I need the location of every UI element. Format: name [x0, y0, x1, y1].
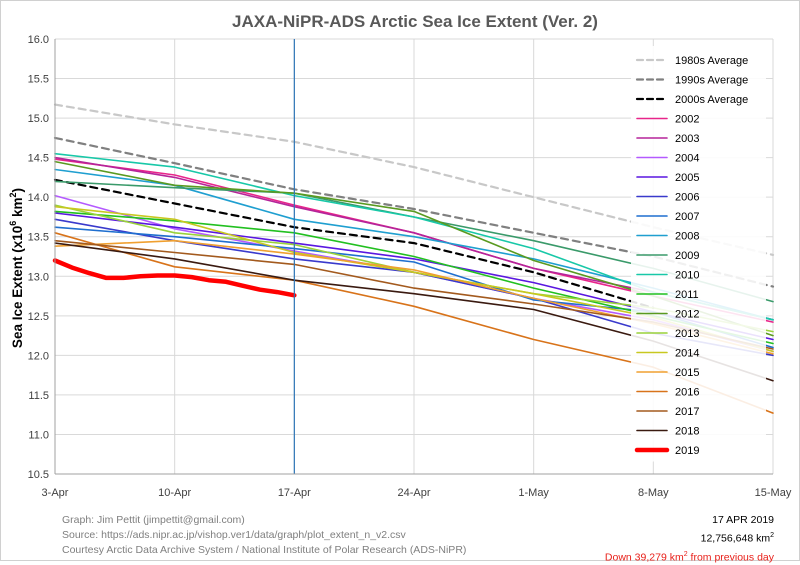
y-tick-label: 15.0	[28, 113, 49, 125]
x-tick-label: 1-May	[518, 487, 549, 499]
y-tick-label: 15.5	[28, 74, 49, 86]
chart-title: JAXA-NiPR-ADS Arctic Sea Ice Extent (Ver…	[232, 12, 598, 31]
x-tick-label: 8-May	[638, 487, 669, 499]
stats-extent-exp: 2	[770, 532, 774, 539]
credit-author: Graph: Jim Pettit (jimpettit@gmail.com)	[62, 513, 466, 528]
x-tick-label: 15-May	[755, 487, 792, 499]
y-tick-label: 14.0	[28, 192, 49, 204]
y-axis-label-suffix: )	[10, 188, 25, 193]
stats-change-suffix: from previous day	[688, 551, 774, 563]
credit-courtesy: Courtesy Arctic Data Archive System / Na…	[62, 543, 466, 558]
y-axis-label-mid: km	[10, 197, 25, 220]
y-tick-label: 12.0	[28, 350, 49, 362]
legend-label: 1990s Average	[675, 75, 748, 87]
legend-label: 2016	[675, 387, 699, 399]
y-axis-label-prefix: Sea Ice Extent (x10	[10, 226, 25, 348]
y-tick-label: 12.5	[28, 311, 49, 323]
x-tick-label: 24-Apr	[397, 487, 430, 499]
y-tick-label: 14.5	[28, 153, 49, 165]
legend-label: 2002	[675, 114, 699, 126]
legend-label: 1980s Average	[675, 55, 748, 67]
stats-box: 17 APR 2019 12,756,648 km2 Down 39,279 k…	[605, 513, 774, 565]
legend-label: 2010	[675, 270, 699, 282]
x-tick-label: 10-Apr	[158, 487, 191, 499]
legend-label: 2019	[675, 445, 699, 457]
x-tick-label: 3-Apr	[42, 487, 69, 499]
legend-label: 2006	[675, 192, 699, 204]
y-tick-label: 10.5	[28, 469, 49, 481]
y-tick-label: 11.0	[28, 429, 49, 441]
legend-label: 2005	[675, 172, 699, 184]
stats-change-value: Down 39,279 km	[605, 551, 684, 563]
legend-label: 2018	[675, 426, 699, 438]
legend-label: 2009	[675, 250, 699, 262]
legend-label: 2000s Average	[675, 94, 748, 106]
y-tick-label: 13.5	[28, 232, 49, 244]
legend: 1980s Average 1990s Average 2000s Average 2…	[631, 46, 766, 462]
x-tick-label: 17-Apr	[278, 487, 311, 499]
stats-change: Down 39,279 km2 from previous day	[605, 547, 774, 565]
legend-label: 2012	[675, 309, 699, 321]
legend-label: 2013	[675, 328, 699, 340]
legend-label: 2008	[675, 231, 699, 243]
y-tick-label: 11.5	[28, 390, 49, 402]
legend-label: 2007	[675, 211, 699, 223]
y-axis-label: Sea Ice Extent (x106 km2)	[8, 188, 25, 348]
legend-label: 2003	[675, 133, 699, 145]
line-chart: JAXA-NiPR-ADS Arctic Sea Ice Extent (Ver…	[0, 0, 800, 505]
legend-label: 2017	[675, 406, 699, 418]
stats-extent-value: 12,756,648 km	[701, 533, 770, 545]
legend-label: 2011	[675, 289, 699, 301]
stats-extent: 12,756,648 km2	[605, 528, 774, 547]
legend-label: 2004	[675, 153, 699, 165]
credit-source: Source: https://ads.nipr.ac.jp/vishop.ve…	[62, 528, 466, 543]
stats-date: 17 APR 2019	[605, 513, 774, 528]
credits: Graph: Jim Pettit (jimpettit@gmail.com) …	[62, 513, 466, 558]
y-tick-label: 16.0	[28, 34, 49, 46]
legend-label: 2015	[675, 367, 699, 379]
legend-label: 2014	[675, 348, 699, 360]
y-tick-label: 13.0	[28, 271, 49, 283]
